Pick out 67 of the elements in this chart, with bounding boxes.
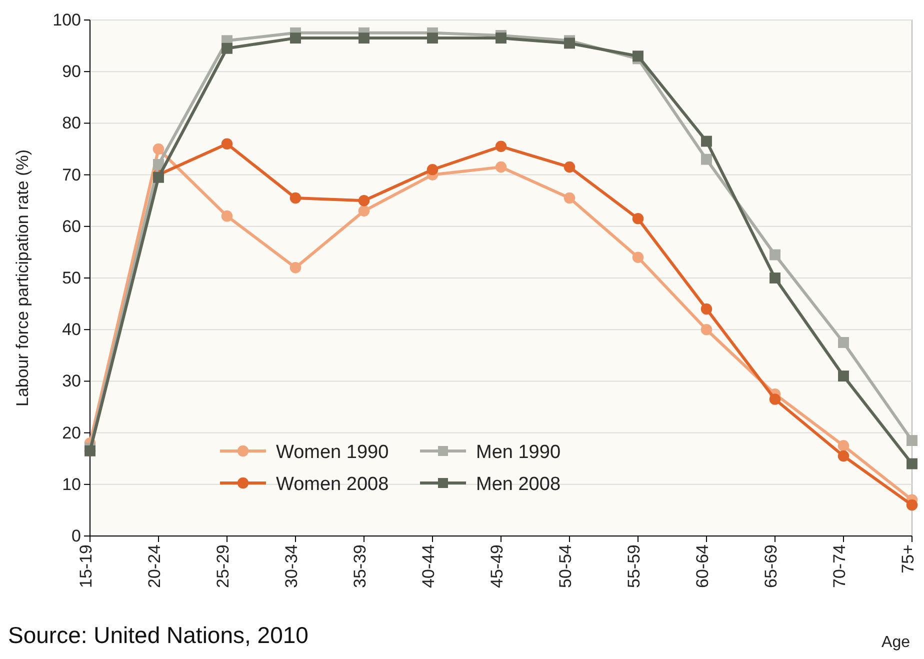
point [906, 499, 918, 511]
x-tick-label: 70-74 [830, 544, 849, 588]
x-tick-label: 45-49 [487, 544, 506, 588]
y-tick-label: 70 [62, 165, 81, 184]
point [221, 138, 233, 150]
x-tick-label: 40-44 [418, 544, 438, 588]
y-tick-label: 30 [62, 372, 81, 391]
y-tick-label: 0 [72, 526, 81, 546]
point [496, 32, 506, 44]
point [426, 164, 438, 176]
point [838, 450, 850, 462]
y-tick-label: 20 [62, 423, 81, 442]
y-tick-label: 10 [62, 474, 81, 494]
point [290, 262, 302, 274]
legend-label: Men 1990 [476, 442, 561, 463]
x-axis-title: Age [882, 634, 910, 651]
y-tick-label: 100 [52, 10, 81, 30]
x-tick-label: 20-24 [144, 544, 164, 588]
point [222, 42, 232, 54]
x-tick-label: 50-54 [556, 544, 575, 588]
legend-label: Women 1990 [276, 442, 389, 463]
point [700, 324, 712, 336]
point [632, 50, 644, 62]
legend-label: Women 2008 [276, 474, 389, 495]
point [290, 32, 301, 44]
point [221, 210, 233, 222]
x-tick-label: 55-59 [624, 544, 644, 588]
x-tick-label: 30-34 [282, 544, 301, 588]
y-tick-label: 90 [62, 62, 81, 82]
point [770, 272, 780, 284]
point [906, 435, 918, 446]
point [564, 192, 576, 204]
point [700, 303, 712, 315]
point [838, 370, 849, 382]
y-tick-label: 40 [62, 320, 81, 340]
point [358, 194, 370, 206]
point [152, 143, 164, 155]
y-tick-label: 60 [62, 216, 81, 236]
source-note: Source: United Nations, 2010 [8, 622, 308, 648]
y-axis-title: Labour force participation rate (%) [13, 149, 32, 407]
y-tick-label: 50 [62, 268, 81, 288]
point [564, 38, 575, 49]
x-tick-label: 60-64 [692, 544, 712, 588]
point [632, 252, 644, 263]
y-tick-label: 80 [62, 114, 81, 133]
point [290, 192, 302, 204]
point [495, 161, 507, 173]
point [632, 213, 644, 224]
point [358, 32, 370, 44]
point [358, 205, 370, 217]
point [838, 440, 850, 452]
point [495, 140, 507, 152]
point [906, 458, 918, 470]
x-tick-label: 35-39 [350, 544, 370, 588]
point [701, 154, 712, 165]
point [769, 394, 781, 405]
x-tick-label: 25-29 [213, 544, 232, 588]
point [770, 249, 780, 260]
point [564, 161, 576, 173]
point [153, 159, 164, 170]
point [701, 136, 712, 147]
x-tick-label: 15-19 [76, 544, 96, 588]
point [838, 337, 849, 348]
legend-label: Men 2008 [476, 474, 561, 495]
x-tick-label: 65-69 [761, 544, 780, 588]
point [427, 32, 438, 44]
x-tick-label: 75+ [898, 544, 918, 574]
